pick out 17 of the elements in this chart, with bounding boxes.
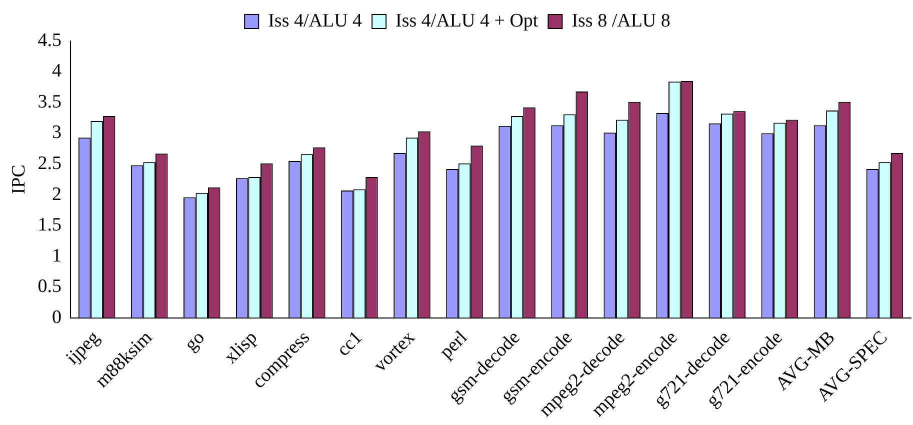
y-tick-label: 1 (52, 245, 62, 266)
y-tick-label: 4.5 (38, 30, 62, 51)
legend-label: Iss 4/ALU 4 + Opt (396, 10, 539, 32)
y-tick-label: 3.5 (38, 91, 62, 112)
x-tick-label: xlisp (220, 327, 262, 368)
y-axis-title: IPC (8, 164, 30, 194)
y-tick-label: 0 (52, 306, 62, 328)
x-tick-label: cc1 (333, 327, 367, 361)
y-tick-label: 2 (52, 184, 62, 205)
y-tick-label: 0.5 (38, 276, 62, 298)
y-tick-label: 2.5 (38, 153, 62, 174)
y-tick-label: 3 (52, 122, 62, 144)
y-tick-label: 1.5 (38, 214, 62, 236)
legend-label: Iss 4/ALU 4 (268, 10, 363, 32)
y-tick-label: 4 (52, 60, 62, 82)
x-tick-label: go (180, 327, 209, 356)
legend-label: Iss 8 /ALU 8 (572, 10, 670, 32)
